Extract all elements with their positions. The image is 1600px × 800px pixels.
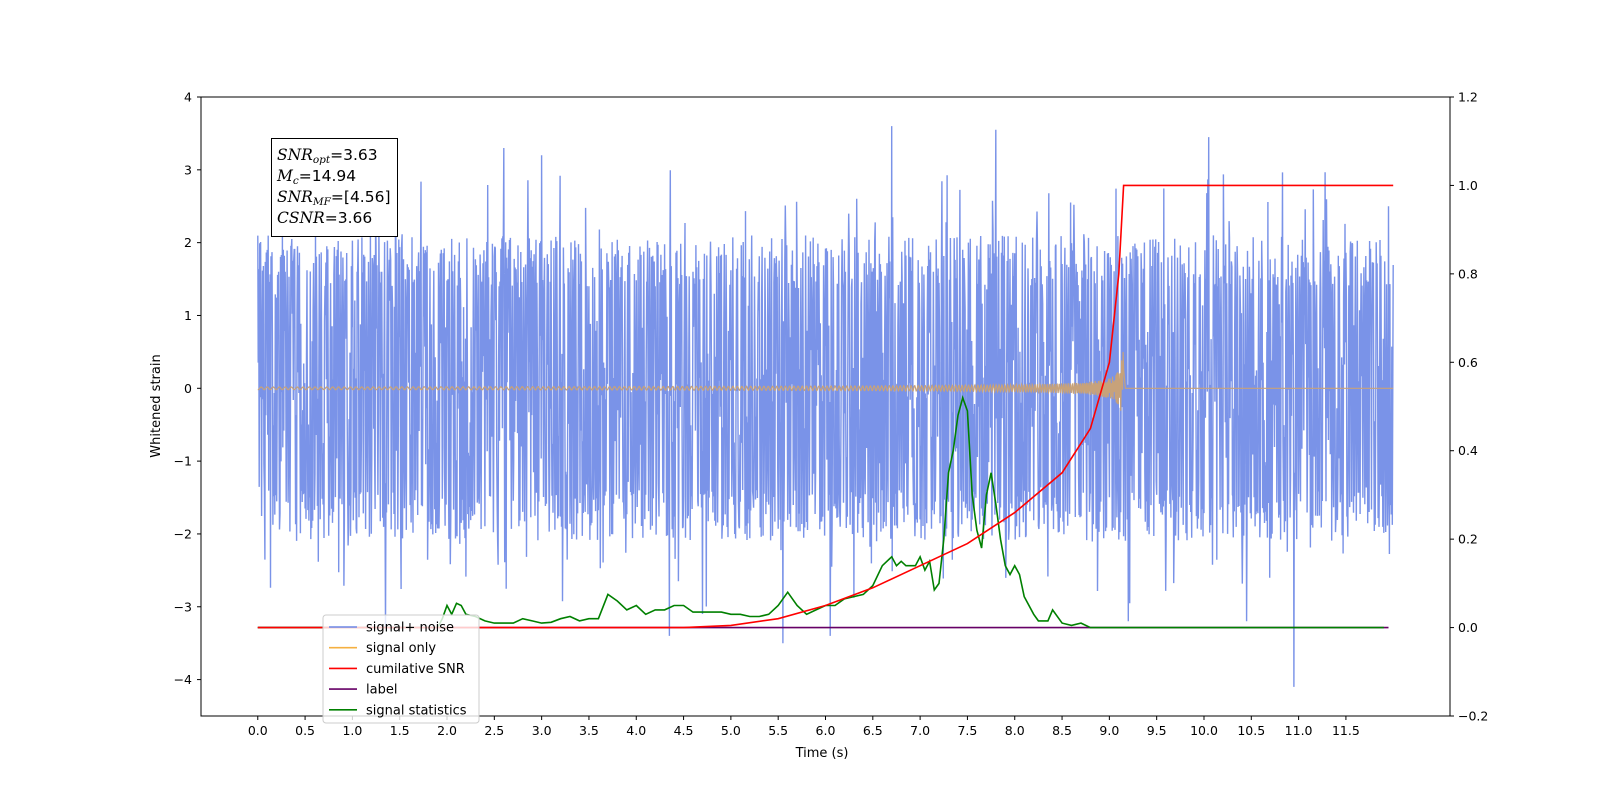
x-tick-label: 8.0 [1005,723,1025,738]
x-tick-label: 10.5 [1237,723,1265,738]
y2-tick-label: 0.6 [1458,355,1478,370]
x-tick-label: 2.5 [484,723,504,738]
x-tick-label: 3.0 [532,723,552,738]
mc-line: Mc=14.94 [277,167,357,187]
y-tick-label: −4 [174,672,192,687]
x-tick-label: 1.5 [390,723,410,738]
snr-opt-line: SNRopt=3.63 [277,146,378,166]
x-tick-label: 9.0 [1099,723,1119,738]
series-cumulative-snr [257,184,1394,629]
x-tick-label: 6.0 [816,723,836,738]
y-axis-left: 4 3 2 1 0 −1 −2 −3 −4 [174,90,201,687]
legend-label: signal only [366,641,436,656]
y-axis-label: Whitened strain [149,354,164,457]
x-axis-label: Time (s) [795,746,849,761]
annotation-box: SNRopt=3.63 Mc=14.94 SNRMF=[4.56] CSNR=3… [271,138,398,237]
legend-label: signal statistics [366,703,467,718]
y2-tick-label: 0.8 [1458,266,1478,281]
x-tick-label: 0.0 [248,723,268,738]
series-signal-only [257,351,1394,411]
legend-label: signal+ noise [366,621,454,636]
x-tick-label: 8.5 [1052,723,1072,738]
y-tick-label: 4 [184,90,192,105]
y-tick-label: −2 [174,526,192,541]
y-tick-label: −1 [174,454,192,469]
x-tick-label: 4.5 [674,723,694,738]
x-tick-label: 7.5 [957,723,977,738]
y2-tick-label: 1.2 [1458,90,1478,105]
legend-label: cumilative SNR [366,662,465,677]
y-tick-label: 3 [184,162,192,177]
legend: signal+ noise signal only cumilative SNR la… [322,614,480,724]
snr-mf-line: SNRMF=[4.56] [277,188,391,208]
x-tick-label: 11.5 [1332,723,1360,738]
x-tick-label: 7.0 [910,723,930,738]
y-tick-label: 2 [184,235,192,250]
y-axis-right: 1.2 1.0 0.8 0.6 0.4 0.2 0.0 −0.2 [1450,90,1488,724]
x-tick-label: 3.5 [579,723,599,738]
x-tick-label: 4.0 [626,723,646,738]
x-tick-label: 6.5 [863,723,883,738]
x-tick-label: 5.5 [768,723,788,738]
y-tick-label: 0 [184,381,192,396]
y2-tick-label: 0.2 [1458,532,1478,547]
x-tick-label: 11.0 [1285,723,1313,738]
x-tick-label: 1.0 [342,723,362,738]
legend-label: label [366,683,397,698]
series-signal-noise [257,126,1394,687]
y2-tick-label: 0.4 [1458,443,1478,458]
y2-tick-label: 0.0 [1458,620,1478,635]
x-tick-label: 0.5 [295,723,315,738]
x-tick-label: 2.0 [437,723,457,738]
legend-frame [322,614,480,724]
x-tick-label: 5.0 [721,723,741,738]
y2-tick-label: 1.0 [1458,178,1478,193]
csnr-line: CSNR=3.66 [277,209,373,227]
y-tick-label: 1 [184,308,192,323]
y-tick-label: −3 [174,599,192,614]
x-tick-label: 9.5 [1147,723,1167,738]
x-tick-label: 10.0 [1190,723,1218,738]
y2-tick-label: −0.2 [1458,709,1488,724]
x-axis: 0.0 0.5 1.0 1.5 2.0 2.5 3.0 3.5 4.0 4.5 5.0 5.5 6.0 6… [248,716,1360,738]
plot-series [257,126,1394,687]
